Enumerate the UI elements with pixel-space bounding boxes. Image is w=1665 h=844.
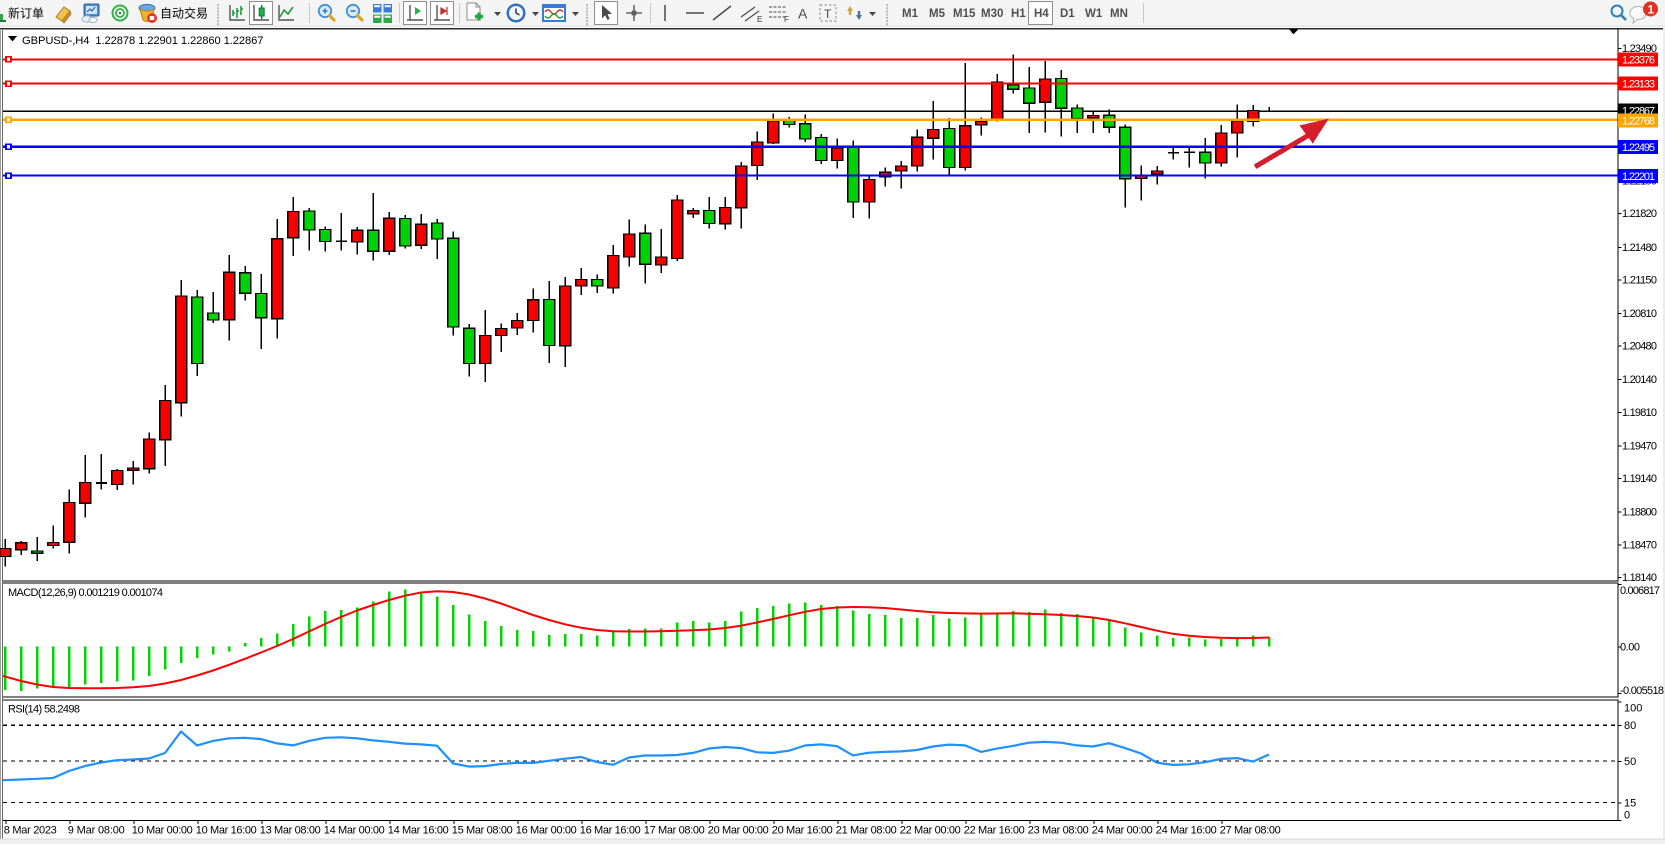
svg-text:1.22495: 1.22495	[1622, 142, 1655, 154]
svg-text:M1: M1	[902, 8, 919, 20]
svg-text:1.20810: 1.20810	[1622, 308, 1657, 320]
svg-text:1.22201: 1.22201	[1622, 171, 1655, 183]
svg-text:F: F	[784, 15, 789, 24]
svg-text:1.19810: 1.19810	[1622, 407, 1657, 419]
svg-text:13 Mar 08:00: 13 Mar 08:00	[260, 825, 321, 837]
svg-text:MN: MN	[1110, 8, 1128, 20]
svg-text:8 Mar 2023: 8 Mar 2023	[4, 825, 57, 837]
svg-text:22 Mar 16:00: 22 Mar 16:00	[964, 825, 1025, 837]
svg-text:GBPUSD-,H4 1.22878 1.22901 1.: GBPUSD-,H4 1.22878 1.22901 1.22860 1.228…	[22, 35, 263, 47]
svg-text:1.23133: 1.23133	[1622, 79, 1655, 91]
svg-text:21 Mar 08:00: 21 Mar 08:00	[836, 825, 897, 837]
svg-text:24 Mar 00:00: 24 Mar 00:00	[1092, 825, 1153, 837]
svg-text:10 Mar 16:00: 10 Mar 16:00	[196, 825, 257, 837]
svg-text:20 Mar 00:00: 20 Mar 00:00	[708, 825, 769, 837]
svg-text:15: 15	[1624, 797, 1636, 809]
svg-text:0.00: 0.00	[1620, 642, 1640, 654]
svg-text:1.18140: 1.18140	[1622, 572, 1657, 584]
svg-text:1.19470: 1.19470	[1622, 441, 1657, 453]
svg-text:16 Mar 16:00: 16 Mar 16:00	[580, 825, 641, 837]
svg-text:1.19140: 1.19140	[1622, 473, 1657, 485]
svg-text:W1: W1	[1085, 8, 1103, 20]
svg-text:1.21820: 1.21820	[1622, 208, 1657, 220]
svg-text:14 Mar 00:00: 14 Mar 00:00	[324, 825, 385, 837]
svg-text:100: 100	[1624, 703, 1642, 715]
svg-text:24 Mar 16:00: 24 Mar 16:00	[1156, 825, 1217, 837]
svg-text:23 Mar 08:00: 23 Mar 08:00	[1028, 825, 1089, 837]
svg-text:1.22768: 1.22768	[1622, 115, 1655, 127]
svg-text:27 Mar 08:00: 27 Mar 08:00	[1220, 825, 1281, 837]
svg-text:自动交易: 自动交易	[160, 6, 208, 21]
svg-text:H1: H1	[1011, 8, 1026, 20]
svg-text:1.18470: 1.18470	[1622, 539, 1657, 551]
svg-text:14 Mar 16:00: 14 Mar 16:00	[388, 825, 449, 837]
svg-text:1.21480: 1.21480	[1622, 242, 1657, 254]
svg-text:-0.005518: -0.005518	[1620, 685, 1664, 697]
svg-text:M30: M30	[981, 8, 1003, 20]
svg-text:1.23490: 1.23490	[1622, 43, 1657, 55]
svg-text:A: A	[798, 6, 808, 22]
svg-text:1.20140: 1.20140	[1622, 374, 1657, 386]
svg-text:M5: M5	[929, 8, 946, 20]
svg-text:0: 0	[1624, 810, 1630, 822]
svg-text:0.006817: 0.006817	[1620, 585, 1660, 597]
svg-text:22 Mar 00:00: 22 Mar 00:00	[900, 825, 961, 837]
svg-text:80: 80	[1624, 720, 1636, 732]
svg-text:50: 50	[1624, 756, 1636, 768]
svg-text:M15: M15	[953, 8, 976, 20]
svg-text:RSI(14) 58.2498: RSI(14) 58.2498	[8, 704, 80, 716]
svg-text:1.23376: 1.23376	[1622, 54, 1655, 66]
svg-text:16 Mar 00:00: 16 Mar 00:00	[516, 825, 577, 837]
svg-text:9 Mar 08:00: 9 Mar 08:00	[68, 825, 125, 837]
svg-text:E: E	[757, 15, 762, 24]
svg-text:MACD(12,26,9) 0.001219 0.00107: MACD(12,26,9) 0.001219 0.001074	[8, 587, 163, 599]
svg-text:1.18800: 1.18800	[1622, 507, 1657, 519]
svg-text:1.21150: 1.21150	[1622, 274, 1657, 286]
svg-text:新订单: 新订单	[8, 6, 44, 21]
svg-text:H4: H4	[1034, 8, 1049, 20]
svg-text:17 Mar 08:00: 17 Mar 08:00	[644, 825, 705, 837]
svg-text:15 Mar 08:00: 15 Mar 08:00	[452, 825, 513, 837]
svg-text:D1: D1	[1060, 8, 1075, 20]
svg-text:10 Mar 00:00: 10 Mar 00:00	[132, 825, 193, 837]
svg-text:1: 1	[1648, 3, 1655, 17]
svg-text:T: T	[824, 7, 832, 21]
svg-text:20 Mar 16:00: 20 Mar 16:00	[772, 825, 833, 837]
svg-text:1.20480: 1.20480	[1622, 341, 1657, 353]
